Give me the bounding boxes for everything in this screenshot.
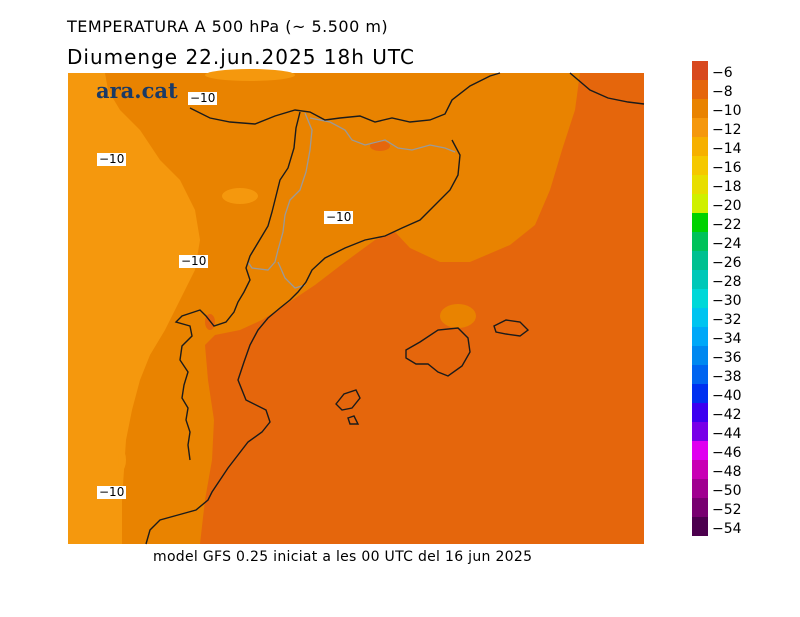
legend-label: −12 [712,122,742,138]
band-minus10-patch [440,304,476,328]
legend-swatch [692,289,708,308]
legend-label: −52 [712,502,742,518]
legend-swatch [692,232,708,251]
legend-swatch [692,251,708,270]
coastline [189,72,501,125]
legend-label: −22 [712,217,742,233]
coastline [569,72,645,105]
legend-swatch [692,460,708,479]
island-formentera [347,415,360,425]
map-title: TEMPERATURA A 500 hPa (~ 5.500 m) [67,17,389,36]
legend-label: −36 [712,350,742,366]
legend-swatch [692,384,708,403]
legend-label: −48 [712,464,742,480]
legend-swatch [692,327,708,346]
contour-label: −10 [324,210,354,224]
legend-label: −16 [712,160,742,176]
legend-label: −34 [712,331,742,347]
legend-swatch [692,194,708,213]
ara-cat-logo: ara.cat [96,78,178,103]
border-line [277,261,306,289]
legend-label: −6 [712,65,733,81]
legend-label: −32 [712,312,742,328]
legend-label: −42 [712,407,742,423]
legend-swatch [692,99,708,118]
legend-swatch [692,422,708,441]
contour-label: −10 [179,254,209,268]
legend-label: −10 [712,103,742,119]
legend-swatch [692,118,708,137]
legend-swatch [692,479,708,498]
legend-label: −50 [712,483,742,499]
band-minus8-patch [370,141,390,151]
band-minus12-patch [118,450,126,470]
legend-label: −46 [712,445,742,461]
legend-label: −38 [712,369,742,385]
coastline [174,111,301,461]
legend-label: −30 [712,293,742,309]
legend-swatch [692,441,708,460]
legend-swatch [692,175,708,194]
band-minus12-patch [222,188,258,204]
border-line [309,117,456,153]
legend-swatch [692,498,708,517]
legend-label: −8 [712,84,733,100]
legend-swatch [692,137,708,156]
model-caption: model GFS 0.25 iniciat a les 00 UTC del … [153,549,533,565]
contour-label: −10 [188,91,218,105]
band-minus8 [200,73,644,544]
island-mallorca [405,327,471,377]
legend-swatch [692,213,708,232]
island-eivissa [335,389,361,411]
island-menorca [493,319,530,337]
legend-swatch [692,80,708,99]
legend-swatch [692,156,708,175]
legend-swatch [692,270,708,289]
legend-swatch [692,346,708,365]
legend-label: −44 [712,426,742,442]
legend-label: −26 [712,255,742,271]
border-line [247,112,313,271]
legend-swatch [692,365,708,384]
legend-swatch [692,517,708,536]
legend-label: −28 [712,274,742,290]
legend-swatch [692,308,708,327]
legend-label: −14 [712,141,742,157]
legend-label: −24 [712,236,742,252]
legend-label: −54 [712,521,742,537]
legend-label: −40 [712,388,742,404]
contour-label: −10 [97,152,127,166]
band-minus12-patch [205,69,295,81]
coastline [145,139,461,545]
contour-label: −10 [97,485,127,499]
legend-swatch [692,403,708,422]
legend-swatch [692,61,708,80]
band-minus12 [68,73,200,544]
map-date: Diumenge 22.jun.2025 18h UTC [67,45,415,69]
legend-label: −18 [712,179,742,195]
legend-label: −20 [712,198,742,214]
